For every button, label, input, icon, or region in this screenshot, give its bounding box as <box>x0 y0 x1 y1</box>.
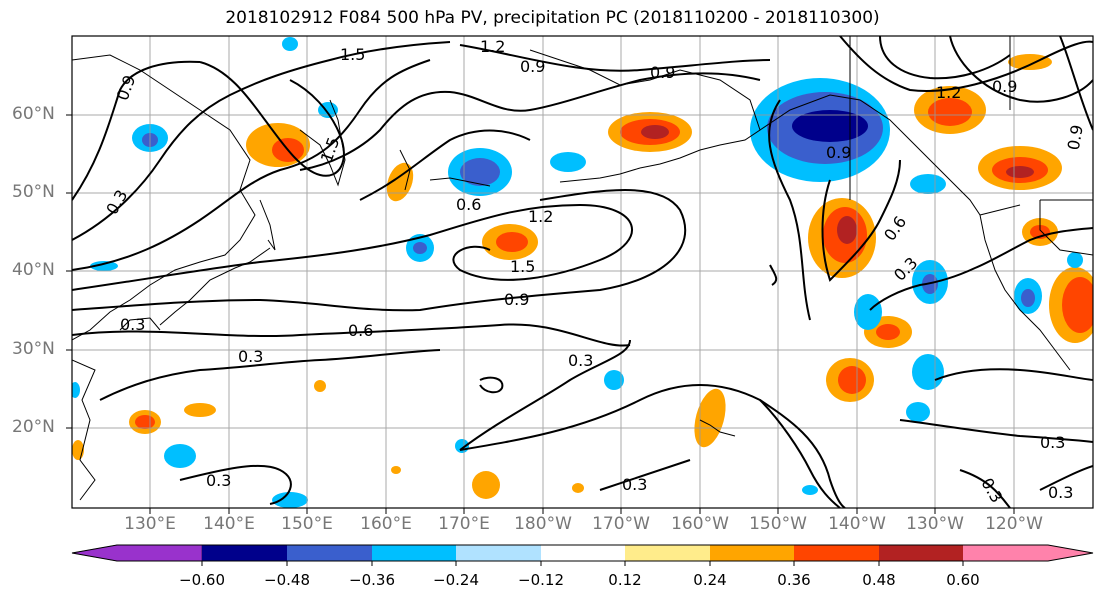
colorbar <box>71 544 1094 566</box>
colorbar-segment <box>625 545 710 561</box>
colorbar-segment <box>794 545 879 561</box>
colorbar-tick-label: −0.24 <box>433 571 479 589</box>
contour-label: 0.9 <box>826 143 851 162</box>
lon-label: 170°E <box>438 514 490 534</box>
contour-label: 1.5 <box>340 45 365 64</box>
colorbar-tick-label: 0.24 <box>693 571 727 589</box>
lat-label: 30°N <box>12 339 55 359</box>
colorbar-tick-label: 0.48 <box>862 571 896 589</box>
colorbar-tick-label: 0.60 <box>946 571 980 589</box>
contour-label: 0.6 <box>456 195 481 214</box>
lon-label: 150°E <box>281 514 333 534</box>
pv-contours <box>72 36 1093 508</box>
colorbar-segment <box>287 545 372 561</box>
lon-label: 140°E <box>203 514 255 534</box>
contour-label: 0.3 <box>1048 483 1073 502</box>
lon-label: 170°W <box>592 514 650 534</box>
colorbar-segment <box>202 545 287 561</box>
contour-label: 0.9 <box>992 77 1017 96</box>
lon-label: 180°W <box>514 514 572 534</box>
lat-label: 20°N <box>12 417 55 437</box>
contour-label: 0.9 <box>650 63 675 82</box>
colorbar-segment <box>456 545 541 561</box>
lat-label: 50°N <box>12 182 55 202</box>
contour-label: 0.3 <box>1040 433 1065 452</box>
lon-label: 130°W <box>906 514 964 534</box>
colorbar-segment <box>879 545 963 561</box>
contour-label: 1.2 <box>528 207 553 226</box>
colorbar-segment <box>710 545 794 561</box>
contour-label: 1.5 <box>510 257 535 276</box>
lon-label: 140°W <box>828 514 886 534</box>
colorbar-segment <box>372 545 456 561</box>
lon-label: 160°E <box>360 514 412 534</box>
contour-labels: 1.5 1.2 0.9 0.9 0.9 1.5 0.6 1.2 1.5 0.9 … <box>102 37 1087 506</box>
colorbar-tick-label: 0.36 <box>777 571 811 589</box>
lat-label: 60°N <box>12 104 55 124</box>
colorbar-tick-label: 0.12 <box>608 571 642 589</box>
contour-label: 0.3 <box>120 315 145 334</box>
contour-label: 0.3 <box>238 347 263 366</box>
contour-label: 1.2 <box>936 83 961 102</box>
colorbar-segment <box>541 545 625 561</box>
figure-title: 2018102912 F084 500 hPa PV, precipitatio… <box>225 8 880 28</box>
gridlines <box>72 36 1093 508</box>
map-frame <box>71 35 1094 509</box>
colorbar-tick-label: −0.36 <box>349 571 395 589</box>
colorbar-segment <box>71 544 203 562</box>
colorbar-tick-label: −0.48 <box>264 571 310 589</box>
colorbar-segment <box>963 545 1093 561</box>
contour-label: 0.3 <box>568 351 593 370</box>
lon-label: 160°W <box>671 514 729 534</box>
colorbar-tick-label: −0.60 <box>179 571 225 589</box>
lon-label: 120°W <box>985 514 1043 534</box>
tick-marks <box>66 114 1015 514</box>
contour-label: 0.3 <box>622 475 647 494</box>
contour-label: 0.9 <box>1064 123 1087 151</box>
contour-label: 0.6 <box>348 321 373 340</box>
contour-label: 0.9 <box>520 57 545 76</box>
contour-label: 0.9 <box>504 290 529 309</box>
lon-label: 130°E <box>124 514 176 534</box>
colorbar-tick-label: −0.12 <box>518 571 564 589</box>
lat-label: 40°N <box>12 260 55 280</box>
contour-label: 1.2 <box>480 37 505 56</box>
colorbar-outline <box>71 544 1094 562</box>
lon-label: 150°W <box>749 514 807 534</box>
contour-label: 0.3 <box>206 471 231 490</box>
